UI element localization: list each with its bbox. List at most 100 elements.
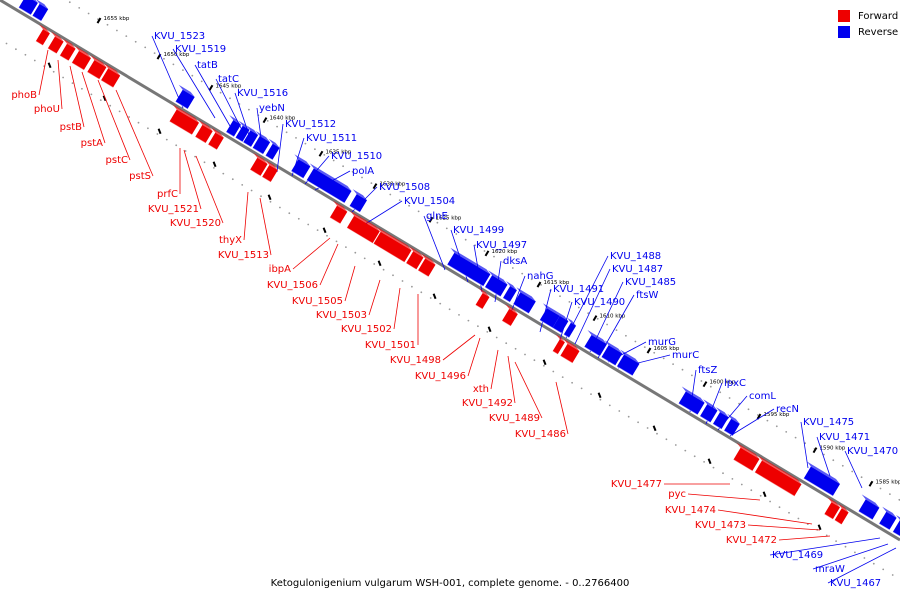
leader-line: [172, 48, 216, 119]
reverse-gene-label: ftsW: [636, 290, 658, 301]
reverse-gene: [502, 281, 517, 303]
forward-gene: [261, 160, 278, 183]
reverse-gene: [290, 154, 311, 179]
reverse-gene: [225, 115, 241, 138]
forward-gene-label: prfC: [157, 189, 178, 200]
leader-line: [816, 436, 831, 477]
forward-gene: [733, 442, 760, 472]
leader-line: [368, 279, 381, 316]
reverse-gene-label: KVU_1485: [625, 277, 676, 288]
reverse-gene: [601, 340, 623, 366]
forward-gene-label: KVU_1502: [341, 324, 392, 335]
reverse-gene: [723, 413, 740, 437]
leader-line: [574, 268, 611, 345]
forward-gene: [249, 152, 268, 177]
dotted-guides: [5, 1, 900, 576]
reverse-gene-label: KVU_1510: [331, 151, 382, 162]
tick-mark: [484, 250, 490, 257]
forward-gene-label: KVU_1521: [148, 204, 199, 215]
forward-gene: [47, 31, 64, 55]
tick-label: 1655 kbp: [103, 16, 129, 22]
leader-line: [555, 381, 569, 435]
leader-line: [361, 200, 403, 227]
reverse-gene: [712, 407, 729, 430]
reverse-gene: [265, 138, 280, 161]
tick-mark: [372, 183, 378, 190]
leader-line: [81, 71, 106, 144]
reverse-gene: [349, 189, 367, 213]
forward-swatch: [838, 10, 850, 22]
reverse-gene-label: KVU_1523: [154, 31, 205, 42]
tick-mark: [102, 95, 107, 102]
reverse-gene-label: KVU_1497: [476, 240, 527, 251]
leader-line: [97, 79, 131, 161]
leader-line: [539, 288, 552, 333]
leader-line: [259, 197, 272, 256]
reverse-gene-label: KVU_1471: [819, 432, 870, 443]
forward-gene-label: KVU_1505: [292, 296, 343, 307]
tick-mark: [377, 260, 382, 267]
tick-label: 1585 kbp: [875, 479, 900, 485]
tick-mark: [646, 347, 652, 354]
reverse-gene-label: murG: [648, 337, 676, 348]
leader-line: [778, 535, 831, 541]
tick-mark: [652, 425, 657, 432]
reverse-gene: [252, 131, 271, 155]
reverse-gene-label: dksA: [503, 256, 527, 267]
leader-line: [292, 237, 331, 270]
tick-label: 1605 kbp: [653, 346, 679, 352]
reverse-gene: [242, 125, 259, 148]
forward-gene-label: KVU_1496: [415, 371, 466, 382]
tick-mark: [597, 392, 602, 399]
reverse-gene-label: yebN: [259, 103, 285, 114]
tick-mark: [487, 326, 492, 333]
forward-gene: [417, 253, 436, 278]
forward-gene-label: KVU_1513: [218, 250, 269, 261]
tick-mark: [318, 150, 324, 157]
reverse-gene: [18, 0, 38, 16]
forward-gene: [329, 200, 348, 225]
reverse-gene: [878, 506, 897, 531]
forward-gene: [207, 127, 224, 151]
forward-gene-label: KVU_1501: [365, 340, 416, 351]
leader-line: [442, 334, 476, 361]
leader-line: [729, 408, 775, 437]
leader-line: [319, 243, 339, 286]
reverse-gene-label: KVU_1467: [830, 578, 881, 589]
forward-gene-label: pstB: [60, 122, 82, 133]
tick-mark: [428, 216, 434, 223]
reverse-gene-label: tatC: [218, 74, 239, 85]
forward-gene: [475, 288, 490, 310]
leader-line: [243, 191, 249, 241]
leader-line: [276, 123, 284, 173]
tick-mark: [817, 524, 822, 531]
reverse-gene-label: recN: [776, 404, 799, 415]
reverse-gene-label: tatB: [197, 60, 218, 71]
reverse-gene-label: KVU_1488: [610, 251, 661, 262]
reverse-gene-label: KVU_1508: [379, 182, 430, 193]
leader-line: [344, 265, 356, 302]
reverse-swatch: [838, 26, 850, 38]
reverse-gene: [803, 461, 840, 497]
reverse-gene: [616, 349, 640, 377]
tick-mark: [157, 128, 162, 135]
forward-gene: [346, 210, 380, 244]
reverse-gene: [552, 310, 569, 334]
leader-line: [393, 287, 401, 330]
forward-gene: [501, 303, 518, 327]
tick-label: 1625 kbp: [435, 215, 461, 221]
forward-gene: [373, 226, 412, 263]
tick-mark: [707, 458, 712, 465]
reverse-gene-label: nahG: [527, 271, 554, 282]
reverse-gene-label: glnE: [426, 211, 448, 222]
forward-gene: [86, 55, 107, 80]
tick-label: 1620 kbp: [491, 249, 517, 255]
reverse-gene: [175, 84, 195, 110]
tick-label: 1595 kbp: [763, 412, 789, 418]
tick-label: 1610 kbp: [599, 314, 625, 320]
tick-label: 1600 kbp: [709, 380, 735, 386]
tick-mark: [702, 381, 708, 388]
leader-line: [844, 450, 863, 489]
forward-gene-label: pstA: [81, 138, 103, 149]
